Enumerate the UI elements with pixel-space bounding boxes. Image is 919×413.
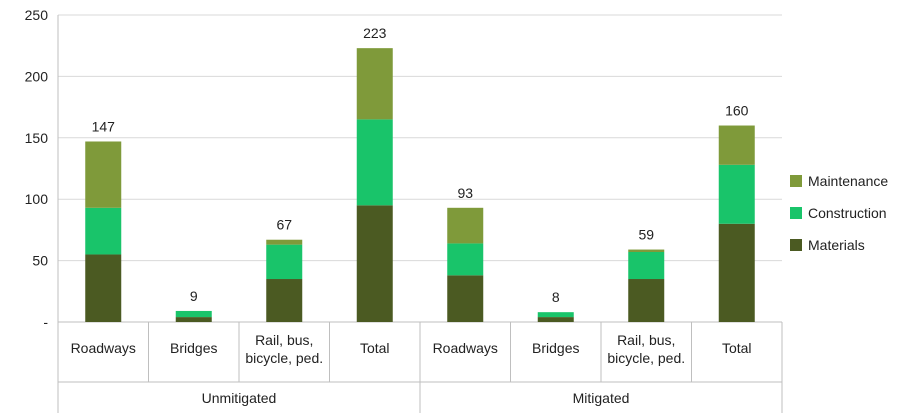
x-category-label: Rail, bus, bicycle, ped.	[245, 332, 323, 366]
legend-swatch-maintenance	[790, 175, 802, 187]
legend-swatch-construction	[790, 207, 802, 219]
legend-label-materials: Materials	[808, 237, 865, 253]
bar-segment-construction	[266, 244, 303, 280]
x-category-label: Roadways	[71, 340, 136, 356]
x-category-label: Bridges	[532, 340, 579, 356]
bar-segment-construction	[718, 164, 755, 224]
bar-segment-materials	[85, 254, 122, 322]
data-label-total: 223	[363, 25, 387, 41]
x-category-label: Rail, bus, bicycle, ped.	[607, 332, 685, 366]
legend-label-maintenance: Maintenance	[808, 173, 889, 189]
x-category-label: Roadways	[433, 340, 498, 356]
data-label-total: 59	[638, 227, 654, 243]
data-label-total: 8	[552, 289, 560, 305]
data-label-total: 67	[276, 217, 292, 233]
bar-segment-construction	[447, 243, 484, 276]
bar-segment-maintenance	[447, 207, 484, 244]
bar-segment-construction	[537, 312, 574, 318]
y-tick-label: 250	[25, 7, 49, 23]
bar-segment-maintenance	[85, 141, 122, 208]
bar-segment-materials	[628, 279, 665, 322]
bar-segment-materials	[718, 223, 755, 322]
x-group-label: Mitigated	[573, 390, 630, 406]
legend-label-construction: Construction	[808, 205, 887, 221]
bar-segment-maintenance	[628, 249, 665, 253]
bar-segment-maintenance	[266, 239, 303, 245]
x-category-label: Total	[722, 340, 752, 356]
x-group-label: Unmitigated	[202, 390, 277, 406]
bar-segment-construction	[175, 310, 212, 318]
legend-swatch-materials	[790, 239, 802, 251]
legend-item-construction: Construction	[790, 197, 888, 229]
bar-segment-maintenance	[356, 48, 393, 120]
legend-item-maintenance: Maintenance	[790, 165, 888, 197]
bar-segment-materials	[266, 279, 303, 322]
bar-segment-materials	[175, 317, 212, 322]
bar-segment-materials	[537, 317, 574, 322]
data-label-total: 9	[190, 288, 198, 304]
bar-segment-materials	[356, 205, 393, 322]
y-tick-label: 150	[25, 130, 49, 146]
x-category-label: Bridges	[170, 340, 217, 356]
bar-segment-maintenance	[718, 125, 755, 165]
data-label-total: 93	[457, 185, 473, 201]
bar-segment-construction	[628, 252, 665, 280]
data-label-total: 160	[725, 103, 749, 119]
legend: Maintenance Construction Materials	[790, 165, 888, 261]
y-tick-label: -	[43, 314, 48, 330]
bar-segment-construction	[356, 119, 393, 206]
y-tick-label: 50	[32, 253, 48, 269]
data-label-total: 147	[92, 118, 116, 134]
y-tick-label: 200	[25, 68, 49, 84]
x-category-label: Total	[360, 340, 390, 356]
bar-segment-materials	[447, 275, 484, 322]
bar-segment-construction	[85, 207, 122, 255]
y-tick-label: 100	[25, 191, 49, 207]
legend-item-materials: Materials	[790, 229, 888, 261]
